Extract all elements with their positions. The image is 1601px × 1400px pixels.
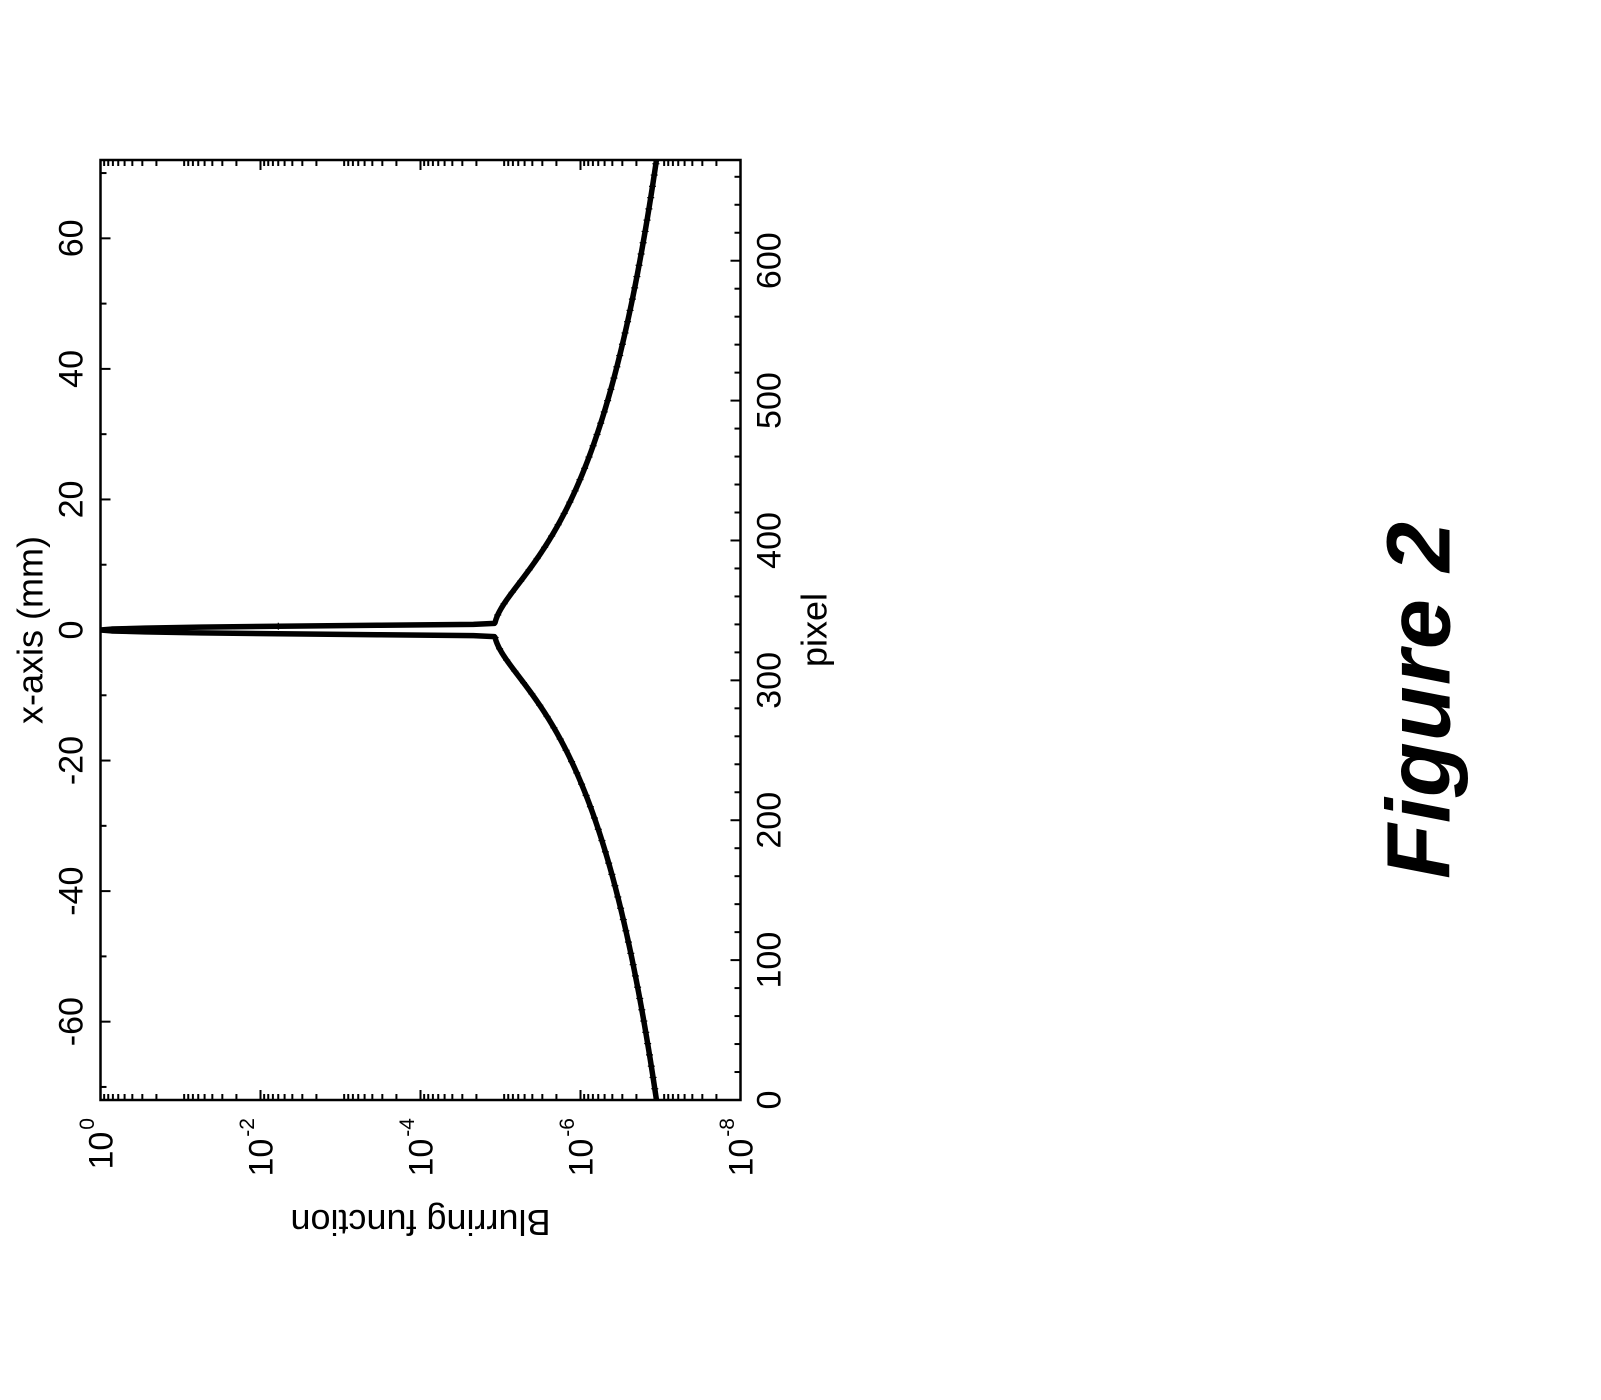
svg-text:x-axis (mm): x-axis (mm) bbox=[9, 536, 50, 724]
svg-text:600: 600 bbox=[750, 232, 788, 289]
rotated-content: 10-810-610-410-2100Blurring function0100… bbox=[0, 0, 1601, 1400]
svg-text:500: 500 bbox=[750, 372, 788, 429]
svg-text:300: 300 bbox=[750, 652, 788, 709]
rotated-wrapper: 10-810-610-410-2100Blurring function0100… bbox=[0, 0, 1601, 1400]
svg-text:-40: -40 bbox=[52, 867, 90, 916]
svg-text:-60: -60 bbox=[52, 997, 90, 1046]
svg-text:200: 200 bbox=[750, 792, 788, 849]
svg-text:40: 40 bbox=[52, 350, 90, 388]
svg-text:pixel: pixel bbox=[793, 593, 834, 667]
svg-text:60: 60 bbox=[52, 219, 90, 257]
svg-text:Blurring function: Blurring function bbox=[290, 1202, 550, 1243]
svg-text:100: 100 bbox=[750, 932, 788, 989]
svg-text:0: 0 bbox=[750, 1091, 788, 1110]
figure-caption: Figure 2 bbox=[1368, 0, 1471, 1400]
chart-svg: 10-810-610-410-2100Blurring function0100… bbox=[0, 0, 1000, 1400]
svg-text:0: 0 bbox=[52, 621, 90, 640]
svg-text:400: 400 bbox=[750, 512, 788, 569]
svg-text:-20: -20 bbox=[52, 736, 90, 785]
page-stage: 10-810-610-410-2100Blurring function0100… bbox=[0, 0, 1601, 1400]
figure-caption-text: Figure 2 bbox=[1369, 521, 1469, 879]
svg-text:20: 20 bbox=[52, 481, 90, 519]
